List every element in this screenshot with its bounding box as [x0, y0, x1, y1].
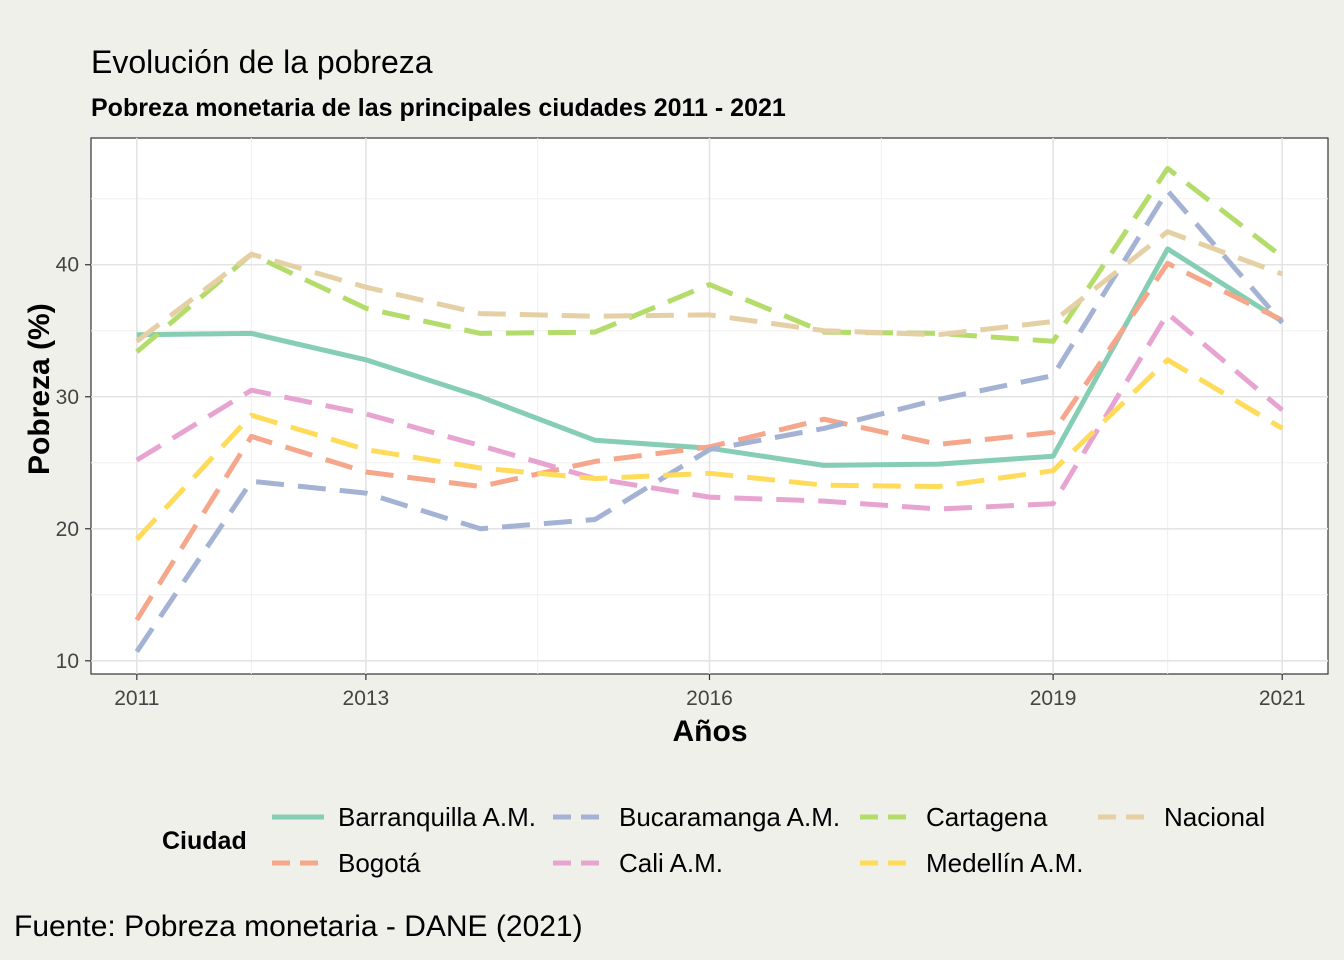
x-tick-label: 2021: [1259, 687, 1306, 710]
legend-swatch: [272, 860, 324, 866]
legend-title: Ciudad: [162, 827, 247, 855]
legend-label: Bogotá: [338, 847, 421, 878]
x-axis-label: Años: [672, 715, 748, 748]
legend-swatch: [860, 814, 912, 820]
legend-swatch: [553, 860, 605, 866]
legend-item: Nacional: [1098, 800, 1265, 834]
y-tick-label: 20: [56, 518, 79, 541]
legend-label: Cartagena: [926, 801, 1048, 832]
y-tick-label: 30: [56, 386, 79, 409]
y-tick-label: 10: [56, 650, 79, 673]
legend-swatch: [553, 814, 605, 820]
legend-swatch: [272, 814, 324, 820]
x-tick-label: 2013: [343, 687, 390, 710]
series-line: [135, 311, 1284, 512]
series-line: [134, 357, 1284, 541]
x-tick-label: 2011: [114, 687, 159, 710]
y-axis-label: Pobreza (%): [23, 303, 56, 475]
x-tick-label: 2019: [1030, 687, 1077, 710]
legend-label: Cali A.M.: [619, 847, 724, 878]
legend-item: Barranquilla A.M.: [272, 800, 536, 834]
series-line: [134, 188, 1285, 653]
legend-label: Bucaramanga A.M.: [619, 801, 841, 832]
legend-swatch: [860, 860, 912, 866]
x-tick-label: 2016: [686, 687, 733, 710]
y-tick-label: 40: [56, 254, 79, 277]
legend-label: Barranquilla A.M.: [338, 801, 536, 832]
legend-item: Cartagena: [860, 800, 1047, 834]
legend-swatch: [1098, 814, 1150, 820]
legend-item: Bogotá: [272, 846, 420, 880]
series-line: [134, 260, 1284, 622]
series-lines: [134, 165, 1285, 653]
legend-label: Medellín A.M.: [926, 847, 1084, 878]
source-caption: Fuente: Pobreza monetaria - DANE (2021): [14, 910, 583, 943]
legend-item: Cali A.M.: [553, 846, 723, 880]
legend-label: Nacional: [1164, 801, 1266, 832]
chart-subtitle: Pobreza monetaria de las principales ciu…: [91, 94, 786, 122]
axes: 2011 2013 2016 2019 2021 10 20 30 40: [56, 254, 1306, 710]
chart-title: Evolución de la pobreza: [91, 44, 433, 80]
legend-item: Medellín A.M.: [860, 846, 1084, 880]
series-line: [135, 165, 1284, 354]
series-line: [135, 229, 1284, 344]
legend-item: Bucaramanga A.M.: [553, 800, 840, 834]
